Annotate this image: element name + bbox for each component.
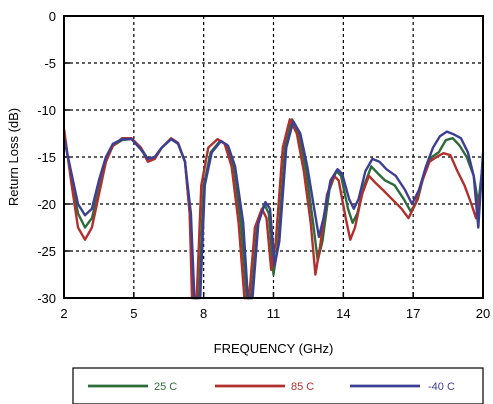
x-tick-label: 8 — [200, 306, 207, 321]
y-tick-label: -10 — [37, 103, 56, 118]
legend-entry: -40 C — [428, 381, 455, 393]
legend-entry: 85 C — [291, 381, 314, 393]
y-axis-label: Return Loss (dB) — [6, 108, 21, 206]
axis-ticks: 2 5 8 11 14 17 20 0 -5 -10 -15 -20 -25 -30 — [37, 9, 490, 321]
y-tick-label: -15 — [37, 150, 56, 165]
x-tick-label: 11 — [267, 306, 281, 321]
y-tick-label: -20 — [37, 197, 56, 212]
y-tick-label: 0 — [49, 9, 56, 24]
series-lines — [62, 118, 485, 300]
series-line — [62, 120, 485, 300]
x-axis-label: FREQUENCY (GHz) — [214, 341, 334, 356]
x-tick-label: 17 — [406, 306, 420, 321]
x-tick-label: 20 — [476, 306, 490, 321]
y-tick-label: -25 — [37, 244, 56, 259]
y-tick-label: -30 — [37, 291, 56, 306]
legend-entry: 25 C — [154, 381, 177, 393]
x-tick-label: 14 — [336, 306, 350, 321]
y-tick-label: -5 — [44, 56, 56, 71]
legend: 25 C 85 C -40 C — [72, 367, 484, 404]
plot-border — [63, 15, 484, 299]
x-tick-label: 5 — [130, 306, 137, 321]
x-tick-label: 2 — [60, 306, 67, 321]
